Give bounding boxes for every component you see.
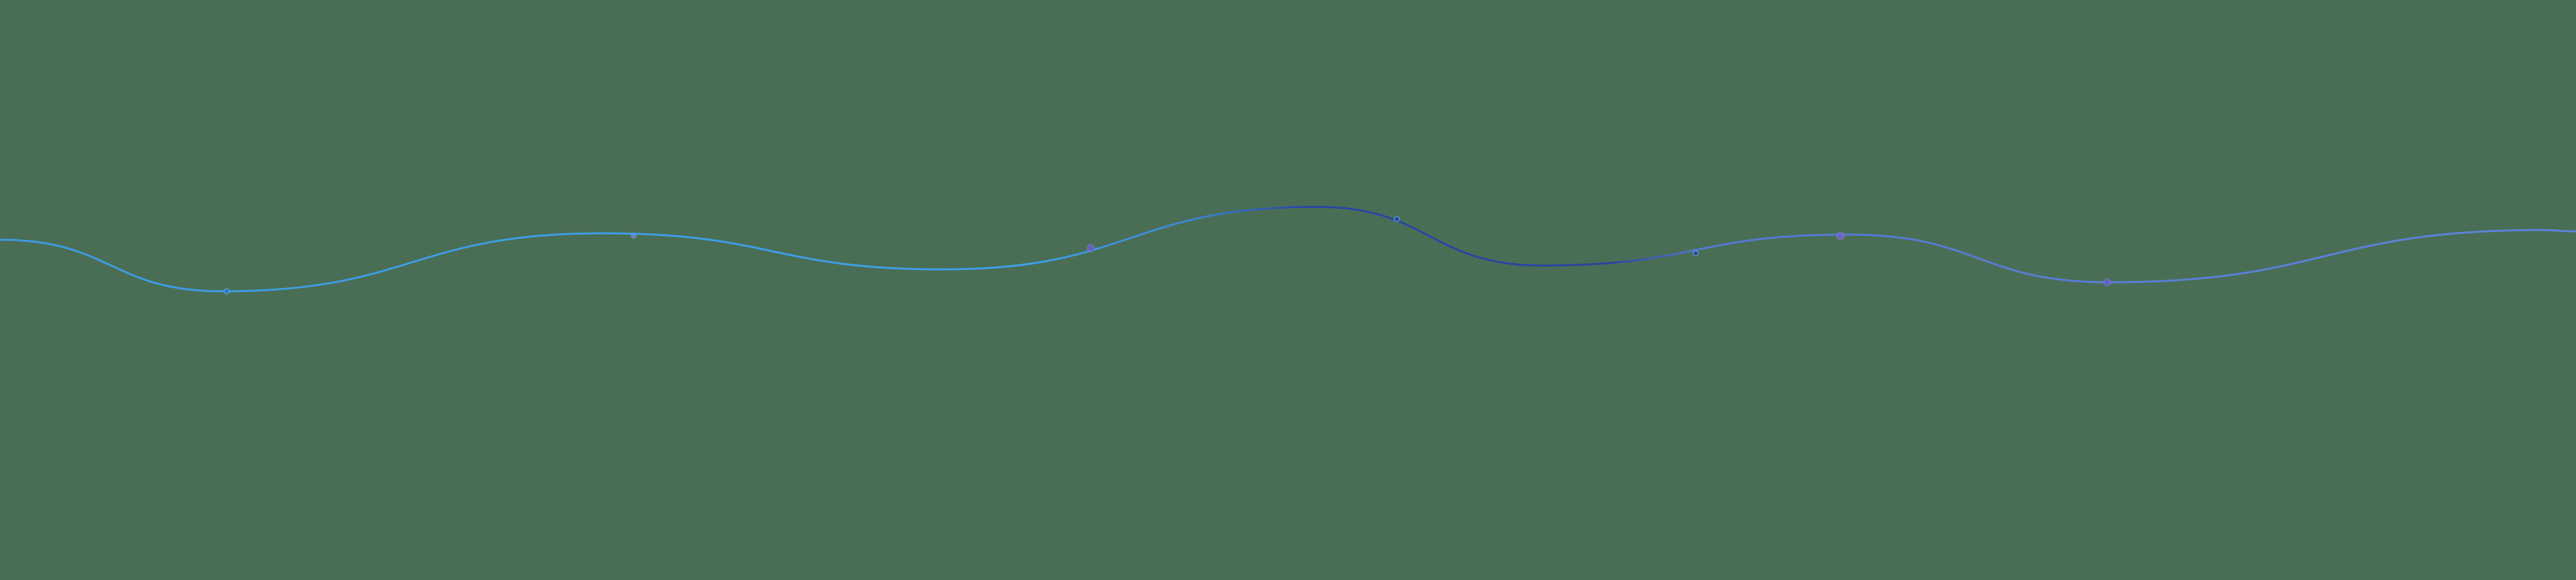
data-point-marker	[225, 289, 229, 293]
data-point-marker	[1837, 233, 1844, 239]
data-point-marker	[1395, 217, 1399, 221]
trend-line	[0, 206, 2576, 293]
data-point-marker	[632, 234, 636, 238]
data-point-markers	[223, 216, 2111, 295]
data-point-marker	[1088, 245, 1094, 251]
data-point-marker	[1694, 251, 1698, 255]
data-point-marker	[2105, 280, 2110, 285]
